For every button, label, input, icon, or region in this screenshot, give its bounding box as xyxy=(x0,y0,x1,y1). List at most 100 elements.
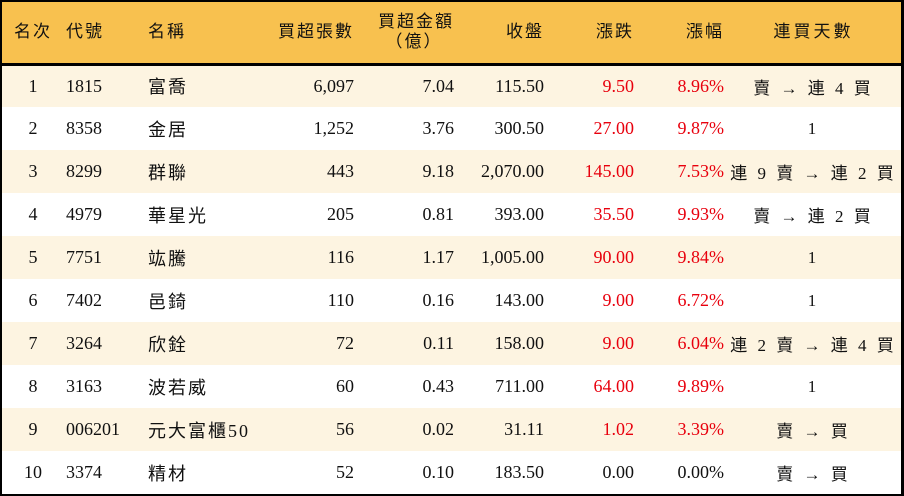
cell-change: 27.00 xyxy=(593,118,635,138)
cell-lots: 110 xyxy=(327,290,354,310)
cell-close: 158.00 xyxy=(494,333,545,353)
header-name: 名稱 xyxy=(142,2,270,66)
cell-streak: 賣 → 買 xyxy=(776,465,851,484)
cell-name: 元大富櫃50 xyxy=(148,420,250,441)
cell-code: 7402 xyxy=(66,290,102,310)
cell-code: 8358 xyxy=(66,118,102,138)
header-rank: 名次 xyxy=(2,2,64,66)
cell-code: 3163 xyxy=(66,376,102,396)
cell-close: 711.00 xyxy=(495,376,544,396)
cell-pct: 9.87% xyxy=(677,118,725,138)
cell-change: 64.00 xyxy=(593,376,635,396)
cell-amount: 7.04 xyxy=(422,75,455,96)
cell-pct: 8.96% xyxy=(677,75,725,96)
cell-amount: 0.10 xyxy=(422,462,455,482)
table-header-row: 名次 代號 名稱 買超張數 買超金額 （億） 收盤 漲跌 漲幅 連買天數 xyxy=(2,2,901,66)
header-amount-line2: （億） xyxy=(385,32,443,52)
cell-change: 145.00 xyxy=(584,161,635,181)
table-row: 7 3264 欣銓 72 0.11 158.00 9.00 6.04% 連 2 賣 → 連 4 … xyxy=(2,322,901,365)
cell-close: 300.50 xyxy=(494,118,545,138)
header-code: 代號 xyxy=(64,2,142,66)
cell-close: 183.50 xyxy=(494,462,545,482)
cell-pct: 9.89% xyxy=(677,376,725,396)
cell-rank: 4 xyxy=(28,204,38,224)
cell-rank: 8 xyxy=(28,376,38,396)
cell-rank: 2 xyxy=(28,118,38,138)
cell-streak: 賣 → 連 4 買 xyxy=(753,78,874,98)
cell-code: 006201 xyxy=(66,419,120,439)
cell-change: 9.00 xyxy=(602,333,635,353)
cell-streak: 1 xyxy=(807,290,820,310)
header-change: 漲跌 xyxy=(546,2,636,66)
cell-rank: 6 xyxy=(28,290,38,310)
cell-close: 2,070.00 xyxy=(481,161,544,181)
cell-rank: 3 xyxy=(28,161,38,181)
cell-amount: 0.11 xyxy=(423,333,454,353)
cell-rank: 5 xyxy=(28,247,38,267)
cell-close: 393.00 xyxy=(494,204,545,224)
header-amount-line1: 買超金額 xyxy=(378,12,454,32)
cell-lots: 6,097 xyxy=(313,75,355,96)
cell-pct: 6.72% xyxy=(677,290,725,310)
table-body: 1 1815 富喬 6,097 7.04 115.50 9.50 8.96% 賣 → 連 4 買… xyxy=(2,64,901,494)
cell-streak: 1 xyxy=(807,376,820,396)
cell-amount: 0.43 xyxy=(422,376,455,396)
cell-name: 竑騰 xyxy=(148,248,188,269)
cell-change: 35.50 xyxy=(593,204,635,224)
cell-amount: 3.76 xyxy=(422,118,455,138)
header-streak: 連買天數 xyxy=(726,2,901,66)
table-row: 8 3163 波若威 60 0.43 711.00 64.00 9.89% 1 xyxy=(2,365,901,408)
cell-lots: 116 xyxy=(327,247,354,267)
cell-rank: 10 xyxy=(24,462,42,482)
header-pct: 漲幅 xyxy=(636,2,726,66)
cell-pct: 7.53% xyxy=(677,161,725,181)
cell-lots: 56 xyxy=(336,419,354,439)
cell-amount: 0.02 xyxy=(422,419,455,439)
table-row: 10 3374 精材 52 0.10 183.50 0.00 0.00% 賣 → 買 xyxy=(2,451,901,494)
table-row: 9 006201 元大富櫃50 56 0.02 31.11 1.02 3.39% 賣 → 買 xyxy=(2,408,901,451)
cell-pct: 3.39% xyxy=(677,419,725,439)
cell-rank: 1 xyxy=(28,75,38,96)
table-row: 1 1815 富喬 6,097 7.04 115.50 9.50 8.96% 賣 → 連 4 買 xyxy=(2,64,901,107)
cell-amount: 0.81 xyxy=(422,204,455,224)
header-close: 收盤 xyxy=(456,2,546,66)
cell-name: 群聯 xyxy=(148,162,188,183)
cell-streak: 賣 → 買 xyxy=(776,422,851,441)
cell-name: 富喬 xyxy=(148,77,188,98)
cell-rank: 7 xyxy=(28,333,38,353)
table-row: 4 4979 華星光 205 0.81 393.00 35.50 9.93% 賣 → 連 2 買 xyxy=(2,193,901,236)
cell-change: 9.00 xyxy=(602,290,635,310)
cell-streak: 1 xyxy=(807,247,820,267)
cell-lots: 60 xyxy=(336,376,354,396)
cell-close: 143.00 xyxy=(494,290,545,310)
table-row: 3 8299 群聯 443 9.18 2,070.00 145.00 7.53% 連 9 賣 →… xyxy=(2,150,901,193)
cell-name: 邑錡 xyxy=(148,291,188,312)
cell-rank: 9 xyxy=(28,419,38,439)
cell-lots: 72 xyxy=(336,333,354,353)
cell-amount: 9.18 xyxy=(422,161,455,181)
header-lots: 買超張數 xyxy=(270,2,356,66)
cell-lots: 52 xyxy=(336,462,354,482)
cell-name: 欣銓 xyxy=(148,334,188,355)
cell-pct: 0.00% xyxy=(677,462,725,482)
cell-close: 31.11 xyxy=(504,419,544,439)
cell-streak: 1 xyxy=(807,118,820,138)
cell-amount: 0.16 xyxy=(422,290,455,310)
cell-change: 1.02 xyxy=(602,419,635,439)
cell-change: 90.00 xyxy=(593,247,635,267)
cell-name: 華星光 xyxy=(148,205,208,226)
cell-streak: 連 2 賣 → 連 4 買 xyxy=(730,336,897,355)
cell-code: 3264 xyxy=(66,333,102,353)
cell-name: 金居 xyxy=(148,119,188,140)
cell-pct: 9.84% xyxy=(677,247,725,267)
cell-streak: 連 9 賣 → 連 2 買 xyxy=(730,164,897,183)
header-amount: 買超金額 （億） xyxy=(356,2,456,66)
cell-name: 波若威 xyxy=(148,377,208,398)
cell-close: 1,005.00 xyxy=(481,247,544,267)
cell-code: 4979 xyxy=(66,204,102,224)
cell-lots: 205 xyxy=(327,204,354,224)
cell-code: 1815 xyxy=(66,75,102,96)
cell-close: 115.50 xyxy=(495,75,544,96)
